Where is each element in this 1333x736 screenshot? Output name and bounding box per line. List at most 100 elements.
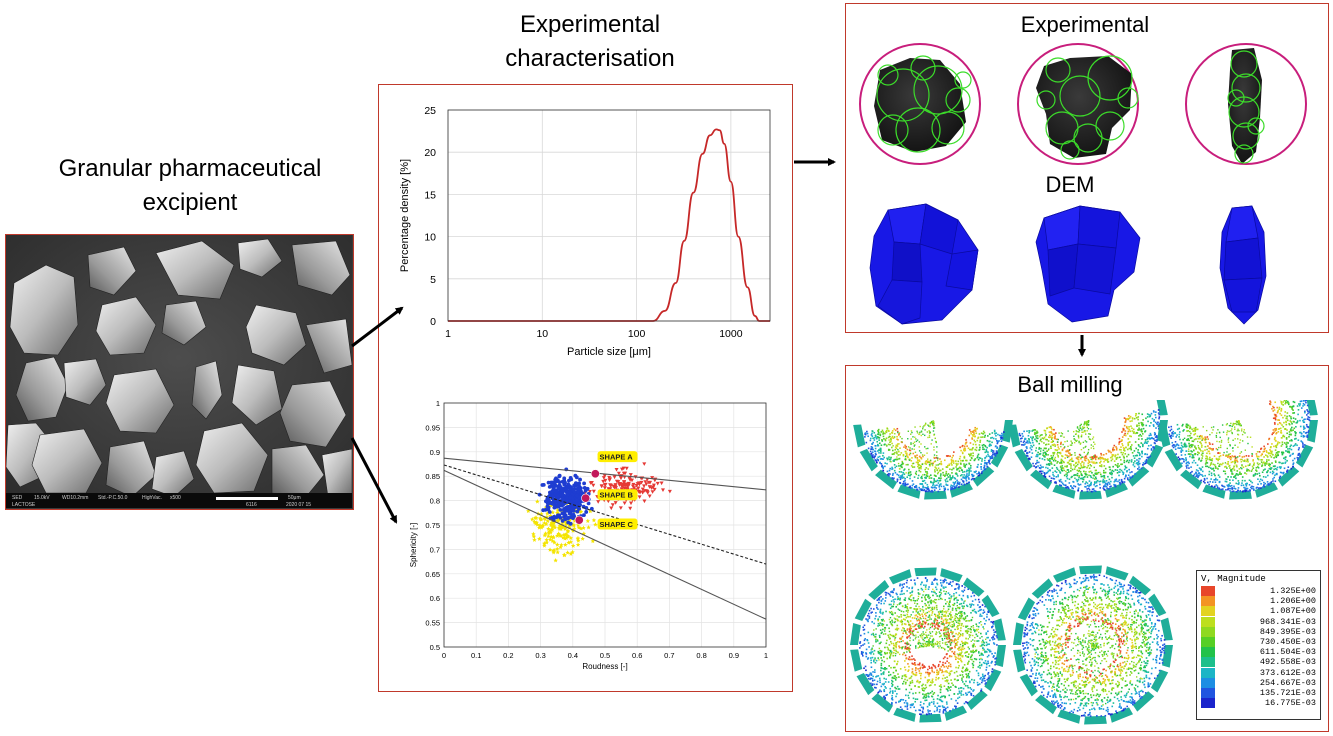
- drum-particle: [884, 439, 887, 442]
- drum-particle: [1119, 483, 1122, 486]
- drum-particle: [1214, 485, 1216, 488]
- drum-particle: [1244, 487, 1246, 489]
- drum-particle: [870, 448, 873, 450]
- drum-particle: [1293, 401, 1296, 404]
- drum-particle: [911, 466, 914, 468]
- drum-particle: [871, 430, 874, 432]
- drum-particle: [1283, 442, 1286, 444]
- drum-particle: [1100, 460, 1102, 463]
- drum-particle-flying: [1093, 456, 1095, 458]
- drum-particle: [934, 470, 936, 473]
- drum-particle: [1122, 472, 1125, 474]
- shape-point-yellow: [551, 534, 556, 540]
- drum-particle: [951, 464, 953, 466]
- drum-particle-flying: [1257, 467, 1260, 469]
- drum-liner-segment: [995, 645, 1006, 668]
- drum-particle: [935, 606, 938, 609]
- drum-particle-flying: [1205, 441, 1207, 444]
- drum-particle: [1133, 465, 1136, 468]
- drum-particle: [1176, 428, 1179, 431]
- drum-particle: [891, 436, 893, 439]
- drum-particle: [987, 630, 989, 633]
- drum-particle: [1115, 478, 1118, 481]
- drum-particle: [965, 692, 967, 694]
- drum-particle: [965, 476, 968, 478]
- drum-particle: [897, 596, 899, 598]
- drum-particle: [1184, 445, 1187, 448]
- drum-particle: [939, 483, 941, 486]
- shape-point-blue: [574, 493, 579, 498]
- drum-particle: [1120, 469, 1123, 472]
- drum-particle: [1128, 447, 1131, 450]
- drum-particle: [880, 669, 882, 672]
- drum-particle: [920, 713, 923, 716]
- drum-particle: [949, 477, 952, 479]
- drum-particle: [876, 444, 879, 447]
- drum-particle-flying: [936, 459, 939, 461]
- drum-particle: [1281, 443, 1284, 446]
- drum-particle: [1155, 440, 1158, 442]
- drum-particle: [1299, 454, 1301, 456]
- drum-particle: [1126, 470, 1128, 473]
- drum-particle: [1086, 490, 1089, 493]
- drum-particle: [1114, 463, 1117, 466]
- drum-particle: [1229, 458, 1232, 461]
- drum-liner-segment: [1145, 444, 1164, 468]
- drum-particle: [1031, 446, 1034, 448]
- drum-particle: [1096, 479, 1099, 482]
- drum-particle: [942, 471, 944, 474]
- drum-particle: [1187, 461, 1190, 463]
- center-title-line2: characterisation: [505, 45, 675, 72]
- drum-particle: [1158, 427, 1160, 430]
- drum-particle: [1146, 437, 1149, 439]
- drum-particle: [957, 588, 960, 590]
- drum-particle: [1070, 463, 1072, 465]
- drum-particle: [1232, 479, 1234, 482]
- drum-particle: [874, 445, 877, 447]
- shape-x-tick: 0.8: [696, 651, 706, 660]
- drum-particle: [917, 668, 919, 670]
- shape-point-blue: [568, 521, 573, 526]
- drum-particle: [1199, 437, 1201, 440]
- shape-point-blue: [563, 513, 568, 518]
- drum-particle: [903, 666, 906, 669]
- drum-particle-flying: [907, 472, 910, 475]
- drum-particle: [1035, 449, 1037, 452]
- drum-particle: [1200, 446, 1203, 448]
- drum-particle: [1218, 480, 1221, 483]
- drum-particle: [914, 583, 917, 586]
- drum-particle: [1019, 437, 1022, 440]
- drum-particle: [1066, 450, 1069, 453]
- drum-particle: [993, 452, 996, 455]
- drum-particle-flying: [1092, 474, 1095, 476]
- drum-particle: [918, 455, 921, 458]
- drum-particle: [1254, 473, 1257, 476]
- shape-point-yellow: [562, 536, 568, 541]
- drum-particle: [1066, 474, 1069, 476]
- drum-particle: [1042, 466, 1044, 468]
- drum-particle: [1305, 400, 1307, 401]
- shape-point-red: [623, 471, 628, 476]
- drum-particle: [1018, 432, 1021, 435]
- drum-particle-flying: [1083, 426, 1086, 429]
- drum-particle: [983, 464, 986, 467]
- drum-particle: [1187, 424, 1190, 427]
- drum-particle: [897, 438, 899, 441]
- drum-particle: [1188, 439, 1190, 442]
- shape-point-blue: [583, 488, 588, 493]
- drum-particle: [943, 633, 946, 635]
- drum-particle: [1285, 438, 1288, 440]
- drum-particle: [877, 456, 880, 459]
- drum-particle: [878, 455, 881, 458]
- drum-particle: [883, 677, 886, 680]
- drum-particle: [892, 472, 894, 475]
- drum-particle: [1275, 455, 1278, 457]
- drum-particle: [955, 466, 957, 468]
- drum-particle: [910, 473, 912, 476]
- drum-particle: [949, 476, 951, 478]
- drum-particle: [920, 587, 923, 590]
- drum-particle: [872, 659, 875, 662]
- drum-particle-flying: [1092, 436, 1095, 438]
- drum-particle: [1144, 430, 1146, 433]
- drum-particle: [887, 436, 890, 439]
